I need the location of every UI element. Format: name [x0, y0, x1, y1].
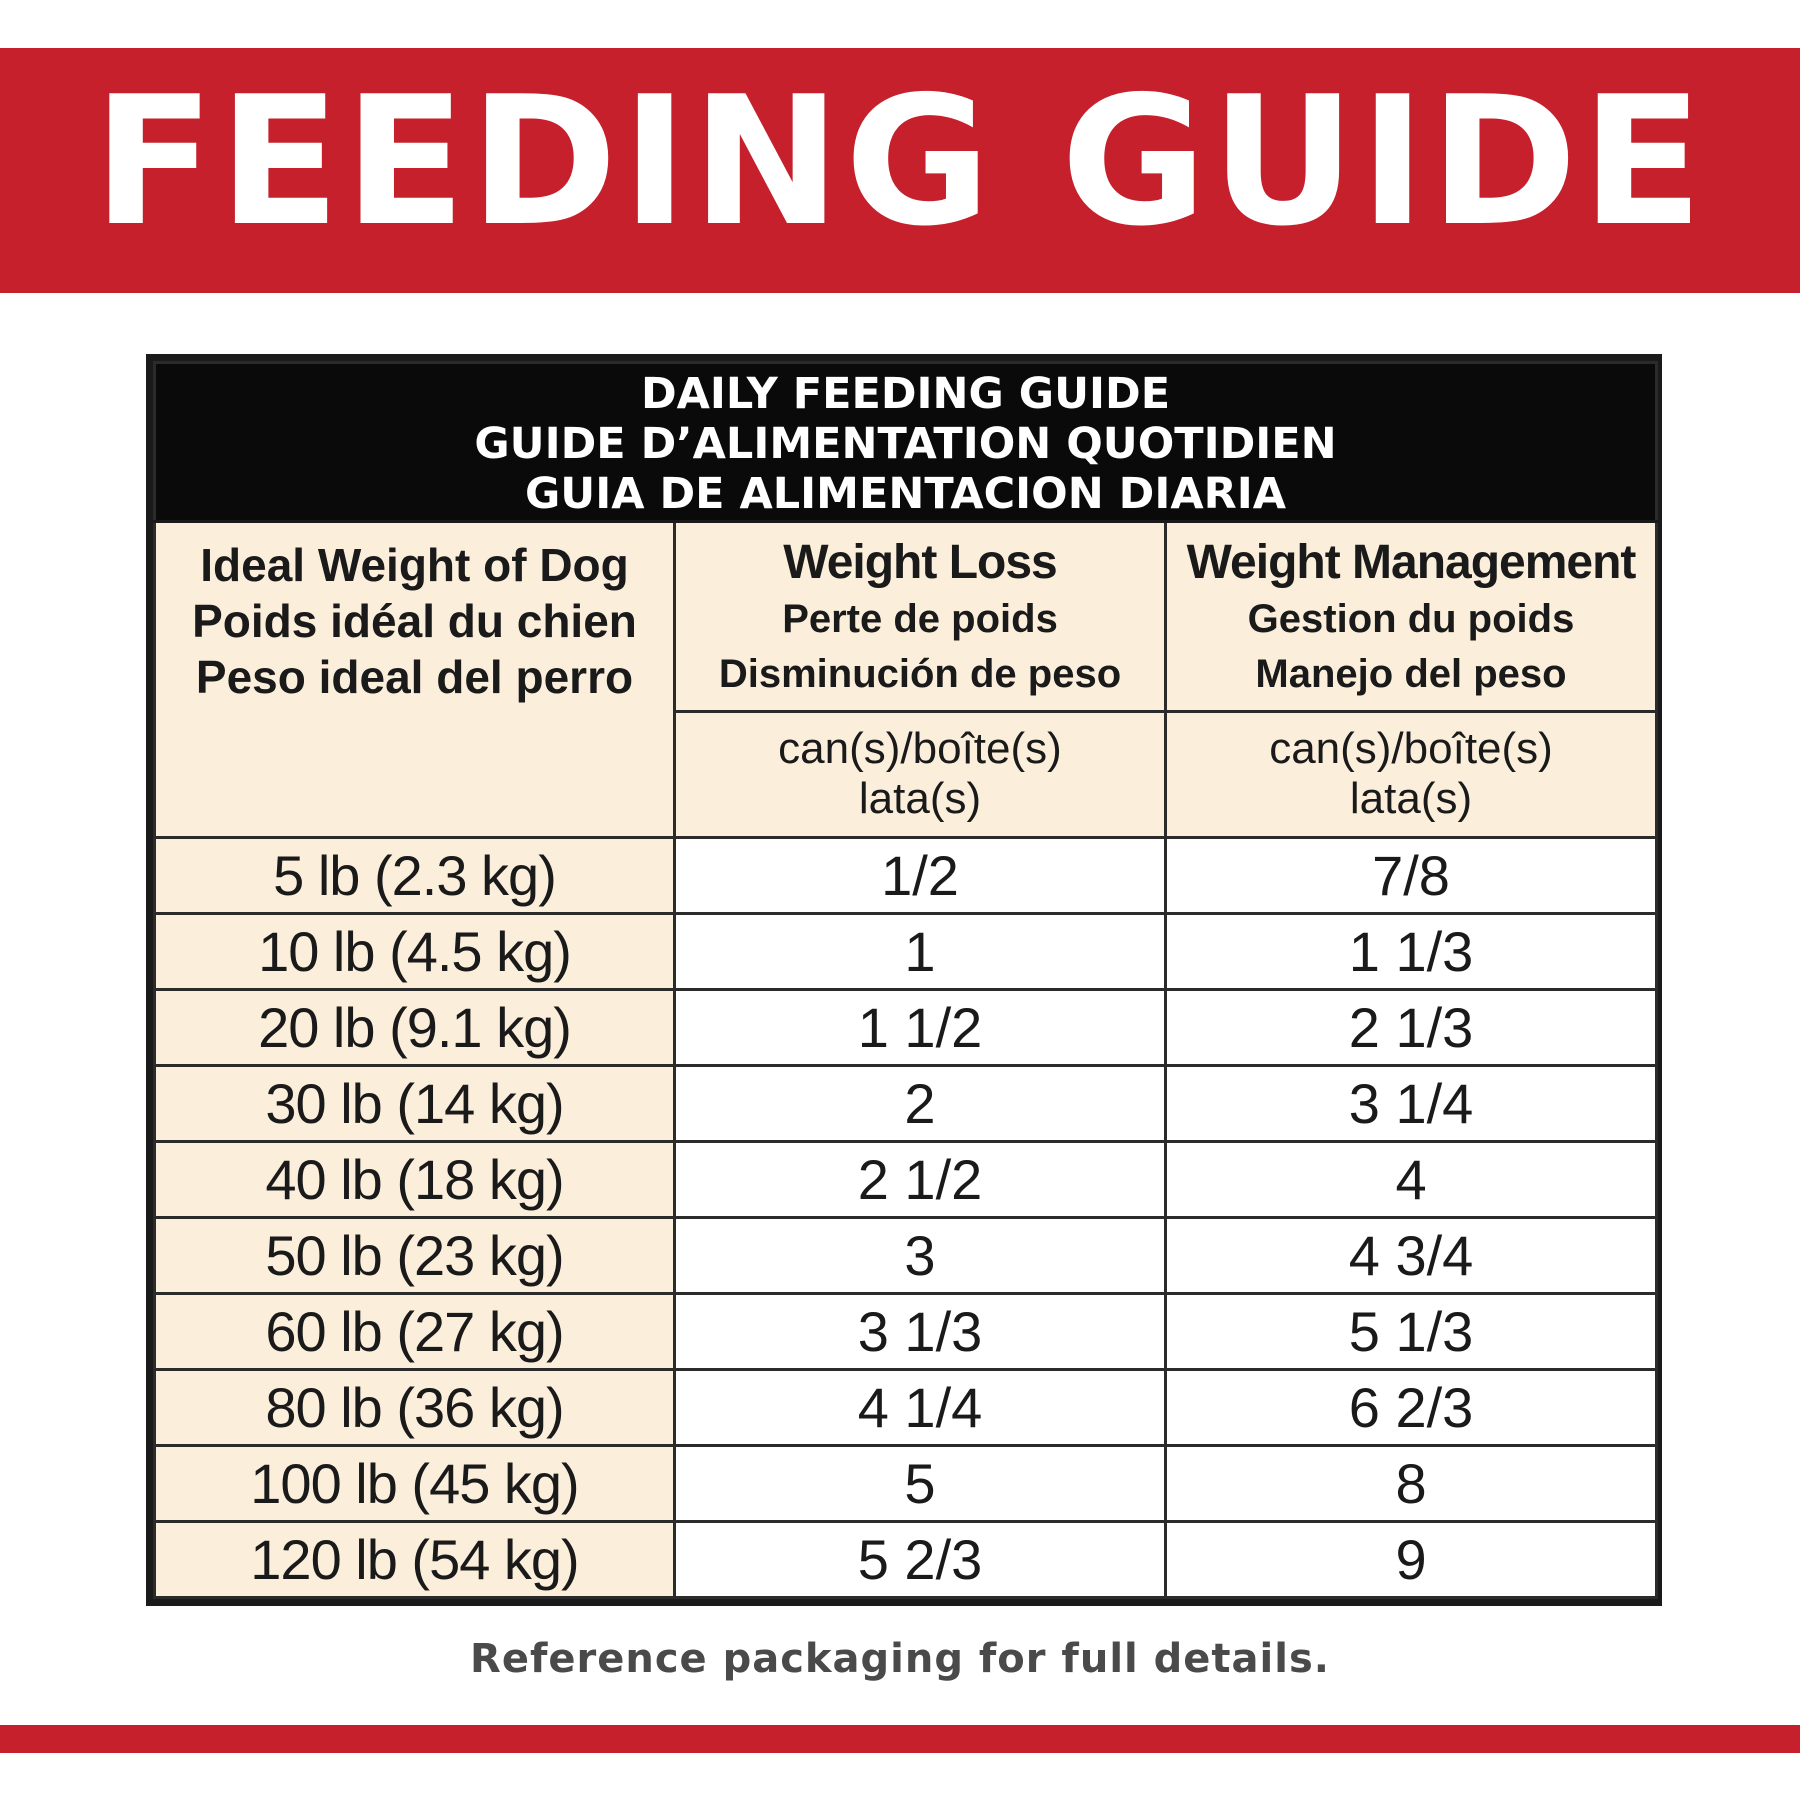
weight-management-cans-cell: 3 1/4: [1163, 1064, 1659, 1144]
weight-loss-cans-cell: 2 1/2: [673, 1140, 1167, 1220]
dog-weight-cell: 80 lb (36 kg): [153, 1368, 676, 1448]
dog-weight-cell: 40 lb (18 kg): [153, 1140, 676, 1220]
dog-weight-cell: 20 lb (9.1 kg): [153, 988, 676, 1068]
weight-management-cans-cell: 1 1/3: [1163, 912, 1659, 992]
dog-weight-cell: 120 lb (54 kg): [153, 1520, 676, 1599]
bottom-accent-bar: [0, 1725, 1800, 1753]
weight-header-en: Ideal Weight of Dog: [200, 539, 629, 592]
table-row: 20 lb (9.1 kg) 1 1/2 2 1/3: [153, 988, 1659, 1068]
table-row: 30 lb (14 kg) 2 3 1/4: [153, 1064, 1659, 1144]
weight-loss-subtitle-fr: Perte de poids: [782, 597, 1058, 642]
table-row: 10 lb (4.5 kg) 1 1 1/3: [153, 912, 1659, 992]
table-title-line-en: DAILY FEEDING GUIDE: [640, 369, 1171, 420]
weight-management-cans-cell: 9: [1163, 1520, 1659, 1599]
dog-weight-cell: 50 lb (23 kg): [153, 1216, 676, 1296]
weight-loss-cans-cell: 1: [673, 912, 1167, 992]
weight-loss-title: Weight Loss: [783, 536, 1057, 590]
table-title-line-fr: GUIDE D’ALIMENTATION QUOTIDIEN: [474, 419, 1337, 470]
weight-management-unit-line: lata(s): [1349, 774, 1473, 824]
weight-loss-cans-cell: 1/2: [673, 836, 1167, 916]
weight-management-subtitle-fr: Gestion du poids: [1247, 597, 1575, 642]
table-row: 60 lb (27 kg) 3 1/3 5 1/3: [153, 1292, 1659, 1372]
dog-weight-cell: 30 lb (14 kg): [153, 1064, 676, 1144]
weight-loss-unit: can(s)/boîte(s) lata(s): [673, 709, 1167, 840]
table-title: DAILY FEEDING GUIDE GUIDE D’ALIMENTATION…: [152, 360, 1659, 524]
page-title: FEEDING GUIDE: [92, 57, 1708, 265]
weight-loss-cans-cell: 3: [673, 1216, 1167, 1296]
dog-weight-cell: 100 lb (45 kg): [153, 1444, 676, 1523]
weight-loss-cans-cell: 4 1/4: [673, 1368, 1167, 1448]
table-row: 100 lb (45 kg) 5 8: [153, 1444, 1659, 1523]
weight-management-cans-cell: 6 2/3: [1163, 1368, 1659, 1448]
weight-loss-unit-line: can(s)/boîte(s): [778, 724, 1062, 774]
weight-loss-cans-cell: 5 2/3: [673, 1520, 1167, 1599]
weight-loss-cans-cell: 1 1/2: [673, 988, 1167, 1068]
table-row: 40 lb (18 kg) 2 1/2 4: [153, 1140, 1659, 1220]
weight-management-unit-line: can(s)/boîte(s): [1269, 724, 1553, 774]
table-row: 120 lb (54 kg) 5 2/3 9: [153, 1520, 1659, 1599]
weight-loss-column-header: Weight Loss Perte de poids Disminución d…: [673, 520, 1167, 713]
weight-management-cans-cell: 2 1/3: [1163, 988, 1659, 1068]
header-banner: FEEDING GUIDE: [0, 48, 1800, 293]
weight-management-unit: can(s)/boîte(s) lata(s): [1163, 709, 1659, 840]
table-row: 5 lb (2.3 kg) 1/2 7/8: [153, 836, 1659, 916]
weight-header-es: Peso ideal del perro: [195, 651, 634, 704]
table-title-line-es: GUIA DE ALIMENTACION DIARIA: [525, 469, 1287, 520]
weight-loss-cans-cell: 5: [673, 1444, 1167, 1523]
weight-loss-subtitle-es: Disminución de peso: [718, 652, 1122, 697]
weight-management-column-header: Weight Management Gestion du poids Manej…: [1163, 520, 1659, 713]
table-row: 80 lb (36 kg) 4 1/4 6 2/3: [153, 1368, 1659, 1448]
feeding-guide-table: DAILY FEEDING GUIDE GUIDE D’ALIMENTATION…: [146, 354, 1662, 1606]
weight-management-subtitle-es: Manejo del peso: [1255, 652, 1567, 697]
weight-loss-cans-cell: 3 1/3: [673, 1292, 1167, 1372]
weight-loss-unit-line: lata(s): [858, 774, 982, 824]
weight-management-cans-cell: 7/8: [1163, 836, 1659, 916]
dog-weight-cell: 5 lb (2.3 kg): [153, 836, 676, 916]
dog-weight-cell: 10 lb (4.5 kg): [153, 912, 676, 992]
weight-column-header: Ideal Weight of Dog Poids idéal du chien…: [153, 520, 676, 840]
weight-management-cans-cell: 4: [1163, 1140, 1659, 1220]
weight-management-cans-cell: 8: [1163, 1444, 1659, 1523]
weight-management-cans-cell: 5 1/3: [1163, 1292, 1659, 1372]
weight-loss-cans-cell: 2: [673, 1064, 1167, 1144]
weight-management-title: Weight Management: [1186, 536, 1637, 590]
dog-weight-cell: 60 lb (27 kg): [153, 1292, 676, 1372]
weight-header-fr: Poids idéal du chien: [192, 595, 637, 648]
footnote: Reference packaging for full details.: [470, 1636, 1330, 1682]
table-row: 50 lb (23 kg) 3 4 3/4: [153, 1216, 1659, 1296]
weight-management-cans-cell: 4 3/4: [1163, 1216, 1659, 1296]
